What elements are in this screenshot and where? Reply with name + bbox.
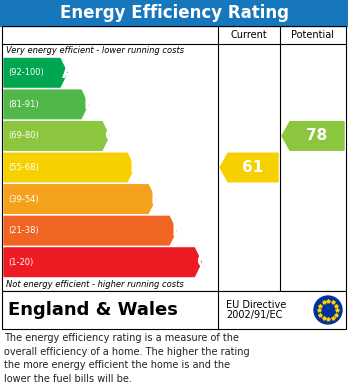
Polygon shape <box>220 153 278 182</box>
Text: Current: Current <box>231 30 267 40</box>
Text: (39-54): (39-54) <box>8 195 39 204</box>
Polygon shape <box>282 122 344 150</box>
Text: D: D <box>129 158 143 176</box>
Circle shape <box>314 296 342 324</box>
Text: 78: 78 <box>306 128 327 143</box>
Text: (21-38): (21-38) <box>8 226 39 235</box>
Text: C: C <box>104 127 116 145</box>
Text: (81-91): (81-91) <box>8 100 39 109</box>
Polygon shape <box>4 59 67 87</box>
Text: (92-100): (92-100) <box>8 68 44 77</box>
Text: Not energy efficient - higher running costs: Not energy efficient - higher running co… <box>6 280 184 289</box>
Text: 61: 61 <box>242 160 264 175</box>
Text: England & Wales: England & Wales <box>8 301 178 319</box>
Text: B: B <box>83 95 96 113</box>
Polygon shape <box>4 185 155 213</box>
Text: (69-80): (69-80) <box>8 131 39 140</box>
Text: A: A <box>62 64 75 82</box>
Bar <box>0 0 348 26</box>
Text: E: E <box>150 190 162 208</box>
Polygon shape <box>4 122 109 150</box>
Bar <box>2 26 346 291</box>
Text: G: G <box>197 253 210 271</box>
Text: 2002/91/EC: 2002/91/EC <box>226 310 282 320</box>
Polygon shape <box>4 90 88 118</box>
Text: The energy efficiency rating is a measure of the
overall efficiency of a home. T: The energy efficiency rating is a measur… <box>4 333 250 384</box>
Text: Very energy efficient - lower running costs: Very energy efficient - lower running co… <box>6 46 184 55</box>
Polygon shape <box>4 248 201 276</box>
Polygon shape <box>4 216 176 245</box>
Bar <box>2 291 346 329</box>
Polygon shape <box>4 153 134 182</box>
Text: Energy Efficiency Rating: Energy Efficiency Rating <box>60 4 288 22</box>
Text: Potential: Potential <box>292 30 334 40</box>
Text: F: F <box>171 222 183 240</box>
Text: (55-68): (55-68) <box>8 163 39 172</box>
Text: (1-20): (1-20) <box>8 258 33 267</box>
Text: EU Directive: EU Directive <box>226 300 286 310</box>
